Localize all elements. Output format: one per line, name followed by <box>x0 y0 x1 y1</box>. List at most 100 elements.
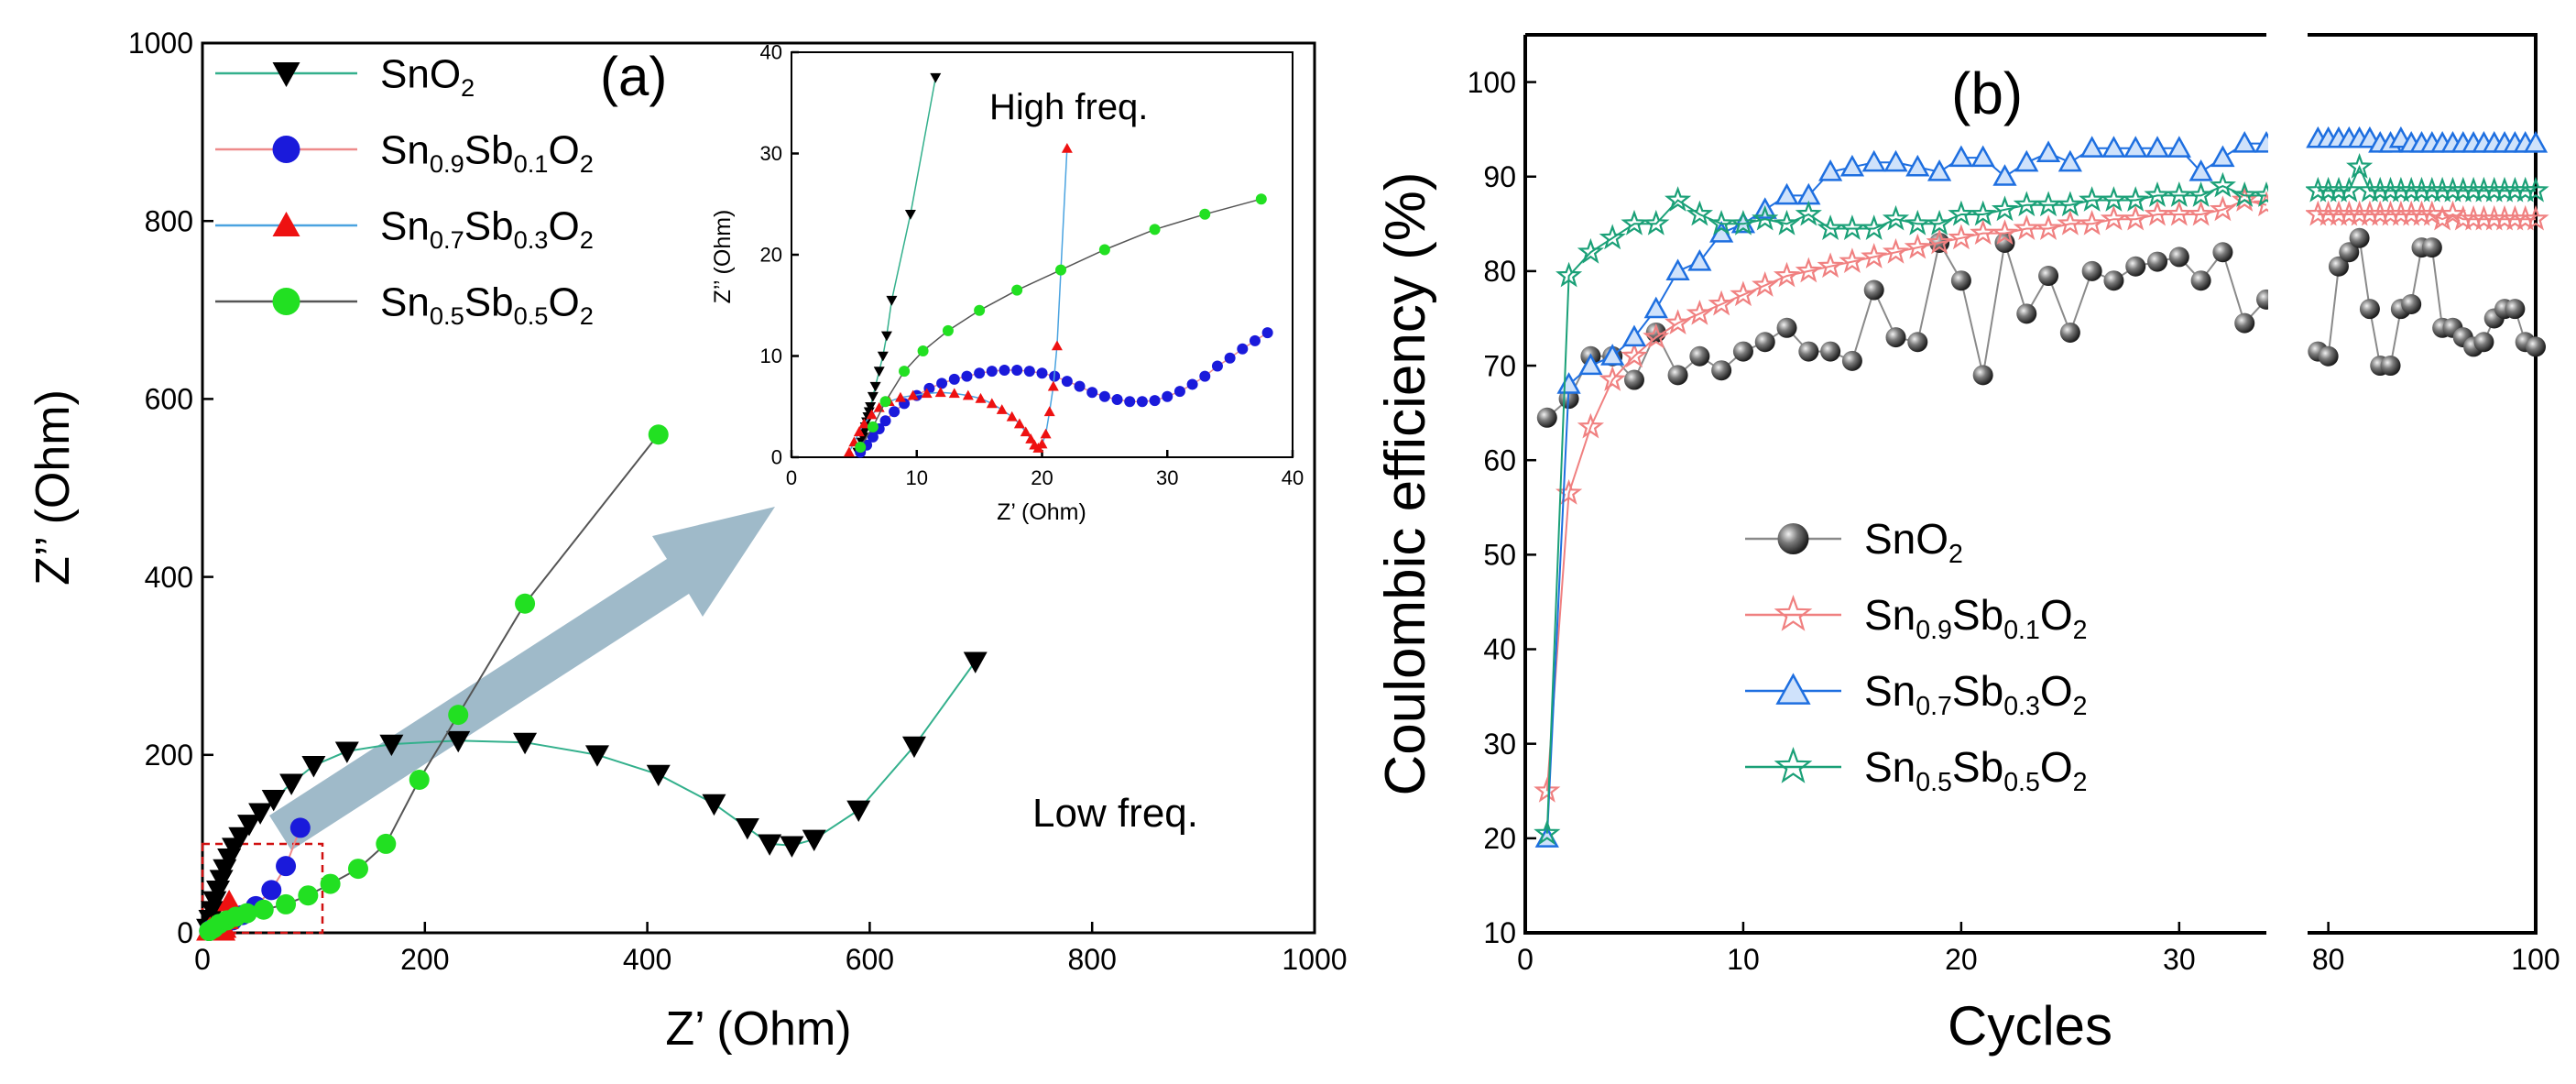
panel-a-legend-entry-sno2: SnO2 <box>215 51 475 102</box>
data-point <box>1600 344 1625 366</box>
data-point <box>867 431 879 443</box>
legend-label-text: 2 <box>1948 540 1963 569</box>
inset-x-tick-label: 30 <box>1156 466 1178 489</box>
legend-label-text: 0.9 <box>430 149 464 178</box>
data-point <box>846 800 871 823</box>
data-point <box>2013 214 2040 240</box>
data-point <box>1991 219 2019 246</box>
data-point <box>646 764 671 787</box>
data-point <box>1667 365 1688 386</box>
data-point <box>758 834 782 856</box>
data-point <box>1841 350 1862 371</box>
data-point <box>1907 332 1928 353</box>
inset-ticks: 0 10 20 30 40 0 10 20 30 40 <box>760 41 1304 489</box>
panel-b-legend-entry-sn0-5sb0-5o2: Sn0.5Sb0.5O2 <box>1745 743 2087 797</box>
data-point <box>279 773 304 795</box>
data-point <box>248 803 273 825</box>
panel-b-y-tick-label: 40 <box>1483 633 1516 666</box>
legend-label-text: 0.5 <box>430 301 464 330</box>
data-point <box>1708 209 1735 235</box>
inset-x-tick-label: 20 <box>1031 466 1053 489</box>
data-point <box>1136 396 1148 408</box>
data-point <box>1111 394 1123 406</box>
data-point <box>1074 380 1086 392</box>
data-point <box>200 901 224 923</box>
data-point <box>2081 260 2102 281</box>
inset-x-tick-label: 10 <box>906 466 928 489</box>
legend-label-text: O <box>2040 591 2073 639</box>
inset-y-axis-label: Z’’ (Ohm) <box>710 210 736 304</box>
data-point <box>936 378 948 389</box>
data-point <box>2505 299 2526 320</box>
data-point <box>1047 380 1059 391</box>
data-point <box>1199 208 1211 220</box>
panel-b-series-sno2 <box>1536 227 2546 428</box>
data-point <box>1774 182 1799 205</box>
inset-series-sn0-9sb0-1o2 <box>855 327 1273 458</box>
data-point <box>1020 426 1031 437</box>
data-point <box>1820 341 1841 362</box>
data-point <box>1972 365 1993 386</box>
panel-a-legend-entry-sn0-5sb0-5o2: Sn0.5Sb0.5O2 <box>215 279 594 330</box>
data-point <box>1036 438 1048 449</box>
data-point <box>2057 209 2084 235</box>
data-point <box>986 398 998 409</box>
data-point <box>1752 271 1779 297</box>
panel-a-x-tick-label: 400 <box>623 943 671 976</box>
data-point <box>1948 224 1975 250</box>
data-point <box>1665 309 1692 335</box>
data-point <box>289 817 311 838</box>
legend-label-text: Sb <box>464 279 514 324</box>
series-line <box>208 433 660 932</box>
data-point <box>867 391 879 402</box>
data-point <box>1237 343 1249 355</box>
data-point <box>253 899 274 920</box>
data-point <box>2209 195 2236 222</box>
panel-a-series <box>196 424 988 942</box>
data-point <box>780 836 804 858</box>
data-point <box>858 427 870 438</box>
data-point <box>1776 317 1797 338</box>
series-line <box>1545 199 2267 792</box>
data-point <box>1817 159 1843 181</box>
data-point <box>879 396 891 408</box>
data-point <box>1992 164 2017 186</box>
data-point <box>1643 209 1670 235</box>
data-point <box>1011 364 1023 376</box>
data-point <box>584 745 609 767</box>
data-point <box>1885 327 1906 348</box>
legend-label-text: 0.1 <box>2003 616 2040 645</box>
panel-b-x-tick-label: 30 <box>2163 943 2196 976</box>
data-point <box>276 893 297 914</box>
data-point <box>2234 312 2255 334</box>
data-point <box>2210 145 2235 168</box>
panel-b-y-tick-label: 60 <box>1483 443 1516 476</box>
data-point <box>1061 376 1073 388</box>
data-point <box>2349 227 2370 248</box>
data-point <box>2189 159 2213 181</box>
data-point <box>1817 214 1844 240</box>
data-point <box>2523 131 2549 153</box>
data-point <box>2231 181 2258 207</box>
data-point <box>1036 367 1048 379</box>
data-point <box>1199 370 1211 382</box>
data-point <box>1013 418 1025 429</box>
data-point <box>2232 131 2257 153</box>
legend-label-text: SnO <box>380 51 461 96</box>
data-point <box>2346 153 2374 179</box>
data-point <box>2187 200 2215 226</box>
panel-b-x-tick-label: 0 <box>1517 943 1534 976</box>
data-point <box>1599 224 1626 250</box>
data-point <box>1124 396 1136 408</box>
data-point <box>1534 819 1561 846</box>
data-point <box>1621 342 1648 368</box>
legend-label-text: 0.3 <box>2003 692 2040 721</box>
legend-label: Sn0.9Sb0.1O2 <box>380 127 594 178</box>
data-point <box>217 890 242 912</box>
data-point <box>2079 136 2104 158</box>
inset-y-tick-label: 20 <box>760 244 782 267</box>
data-point <box>1927 159 1952 181</box>
panel-a-legend-entry-sn0-7sb0-3o2: Sn0.7Sb0.3O2 <box>215 203 594 254</box>
data-point <box>1006 411 1018 422</box>
